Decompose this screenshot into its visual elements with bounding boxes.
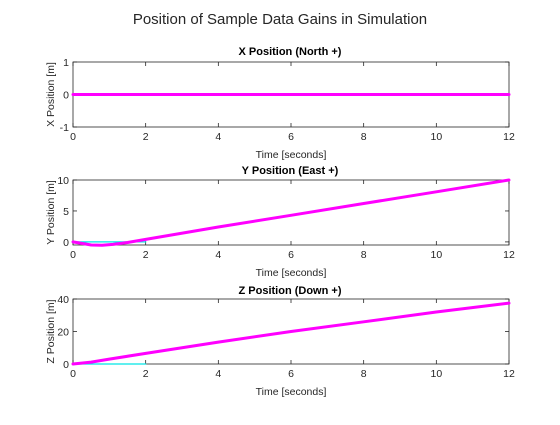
tick-layer: 0 2 4 6 8 10 12-101	[60, 57, 515, 143]
subplot-x-position: X Position (North +) 0 2 4 6 8 10 12-101 Time …	[45, 46, 515, 161]
x-tick-label: 6	[288, 249, 294, 261]
x-tick-label: 4	[215, 131, 221, 143]
x-tick-label: 0	[70, 368, 76, 380]
x-tick-label: 8	[361, 249, 367, 261]
subplot-title: Y Position (East +)	[242, 165, 339, 177]
y-axis-label: Y Position [m]	[45, 180, 57, 245]
x-tick-label: 2	[143, 249, 149, 261]
x-tick-label: 4	[215, 368, 221, 380]
x-axis-label: Time [seconds]	[256, 267, 327, 279]
tick-layer: 0 2 4 6 8 10 12 0 5 10	[57, 175, 515, 261]
series-line-1	[71, 178, 511, 247]
y-axis-label: Z Position [m]	[45, 299, 57, 363]
y-tick-label: -1	[60, 122, 69, 134]
x-tick-label: 12	[503, 131, 515, 143]
y-tick-label: 0	[63, 90, 69, 102]
y-tick-label: 1	[63, 57, 69, 69]
y-tick-label: 10	[57, 175, 69, 187]
series-layer	[71, 178, 511, 247]
x-tick-label: 10	[430, 368, 442, 380]
subplot-y-position: Y Position (East +) 0 2 4 6 8 10 12 0 5 10 Time […	[45, 165, 515, 279]
series-layer	[71, 301, 511, 366]
x-tick-label: 2	[143, 131, 149, 143]
y-axis-label: X Position [m]	[45, 62, 57, 127]
subplot-title: X Position (North +)	[239, 46, 342, 58]
x-tick-label: 0	[70, 249, 76, 261]
x-tick-label: 8	[361, 368, 367, 380]
y-tick-label: 0	[63, 359, 69, 371]
x-axis-label: Time [seconds]	[256, 386, 327, 398]
x-tick-label: 12	[503, 249, 515, 261]
series-line-1	[71, 301, 511, 366]
x-tick-label: 10	[430, 131, 442, 143]
y-tick-label: 5	[63, 206, 69, 218]
subplot-z-position: Z Position (Down +) 0 2 4 6 8 10 12 0 20 40 Time …	[45, 285, 515, 398]
y-tick-label: 40	[57, 294, 69, 306]
x-tick-label: 8	[361, 131, 367, 143]
x-tick-label: 12	[503, 368, 515, 380]
tick-layer: 0 2 4 6 8 10 12 0 20 40	[57, 294, 515, 380]
x-tick-label: 4	[215, 249, 221, 261]
x-tick-label: 6	[288, 131, 294, 143]
x-axis-label: Time [seconds]	[256, 149, 327, 161]
subplot-title: Z Position (Down +)	[239, 285, 342, 297]
figure-title: Position of Sample Data Gains in Simulat…	[133, 11, 427, 28]
y-tick-label: 0	[63, 237, 69, 249]
x-tick-label: 10	[430, 249, 442, 261]
x-tick-label: 6	[288, 368, 294, 380]
y-tick-label: 20	[57, 327, 69, 339]
x-tick-label: 2	[143, 368, 149, 380]
x-tick-label: 0	[70, 131, 76, 143]
